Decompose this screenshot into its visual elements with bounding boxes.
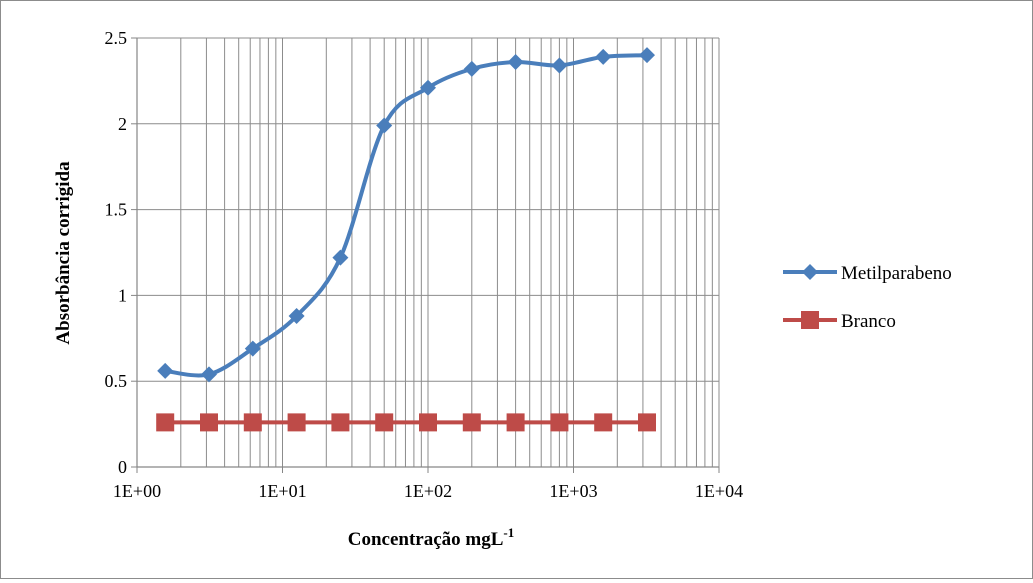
- data-point-branco: [637, 413, 656, 432]
- data-point-metilparabeno: [244, 340, 261, 357]
- ticks-layer: 0 0.5 1 1.5 2 2.5 1E+00 1E+01 1E+02 1E+03 1E+04: [105, 28, 744, 501]
- data-point-metilparabeno: [201, 366, 218, 383]
- data-point-metilparabeno: [463, 60, 480, 77]
- data-point-branco: [375, 413, 394, 432]
- data-point-metilparabeno: [551, 57, 568, 74]
- data-point-branco: [462, 413, 481, 432]
- x-tick-label: 1E+02: [404, 481, 452, 501]
- legend-item-metilparabeno: Metilparabeno: [783, 263, 952, 284]
- y-tick-label: 2: [118, 114, 127, 134]
- y-tick-label: 1.5: [105, 200, 128, 220]
- y-tick-label: 0: [118, 457, 127, 477]
- data-point-metilparabeno: [332, 249, 349, 266]
- data-point-branco: [594, 413, 613, 432]
- legend: Metilparabeno Branco: [783, 263, 952, 332]
- data-point-branco: [243, 413, 262, 432]
- data-point-branco: [156, 413, 175, 432]
- x-tick-label: 1E+03: [549, 481, 597, 501]
- x-tick-label: 1E+04: [695, 481, 743, 501]
- grid-layer: [137, 37, 719, 467]
- y-tick-label: 2.5: [105, 28, 128, 48]
- data-point-metilparabeno: [507, 54, 524, 71]
- x-tick-label: 1E+00: [113, 481, 161, 501]
- x-axis-title-main: Concentração mgL: [348, 529, 504, 550]
- legend-label-branco: Branco: [841, 311, 896, 332]
- y-tick-label: 1: [118, 285, 127, 305]
- x-axis-title-superscript: -1: [503, 525, 514, 540]
- data-point-metilparabeno: [288, 307, 305, 324]
- legend-label-metilparabeno: Metilparabeno: [841, 263, 952, 284]
- data-point-metilparabeno: [376, 117, 393, 134]
- data-point-metilparabeno: [420, 79, 436, 96]
- y-axis-title: Absorbância corrigida: [53, 161, 74, 345]
- data-point-branco: [287, 413, 306, 432]
- legend-item-branco: Branco: [783, 311, 896, 332]
- data-point-branco: [506, 413, 525, 432]
- data-point-metilparabeno: [595, 48, 612, 65]
- x-tick-label: 1E+01: [258, 481, 306, 501]
- data-point-branco: [331, 413, 350, 432]
- y-tick-label: 0.5: [105, 371, 128, 391]
- x-axis-title: Concentração mgL-1: [348, 525, 515, 550]
- data-point-branco: [550, 413, 569, 432]
- markers-layer: [156, 47, 656, 432]
- data-point-branco: [200, 413, 219, 432]
- series-line-metilparabeno: [164, 53, 648, 378]
- series-layer: [164, 53, 648, 425]
- data-point-metilparabeno: [157, 362, 174, 379]
- data-point-metilparabeno: [638, 47, 655, 64]
- legend-marker-branco: [801, 311, 819, 329]
- data-point-branco: [419, 413, 437, 432]
- legend-marker-metilparabeno: [802, 264, 818, 280]
